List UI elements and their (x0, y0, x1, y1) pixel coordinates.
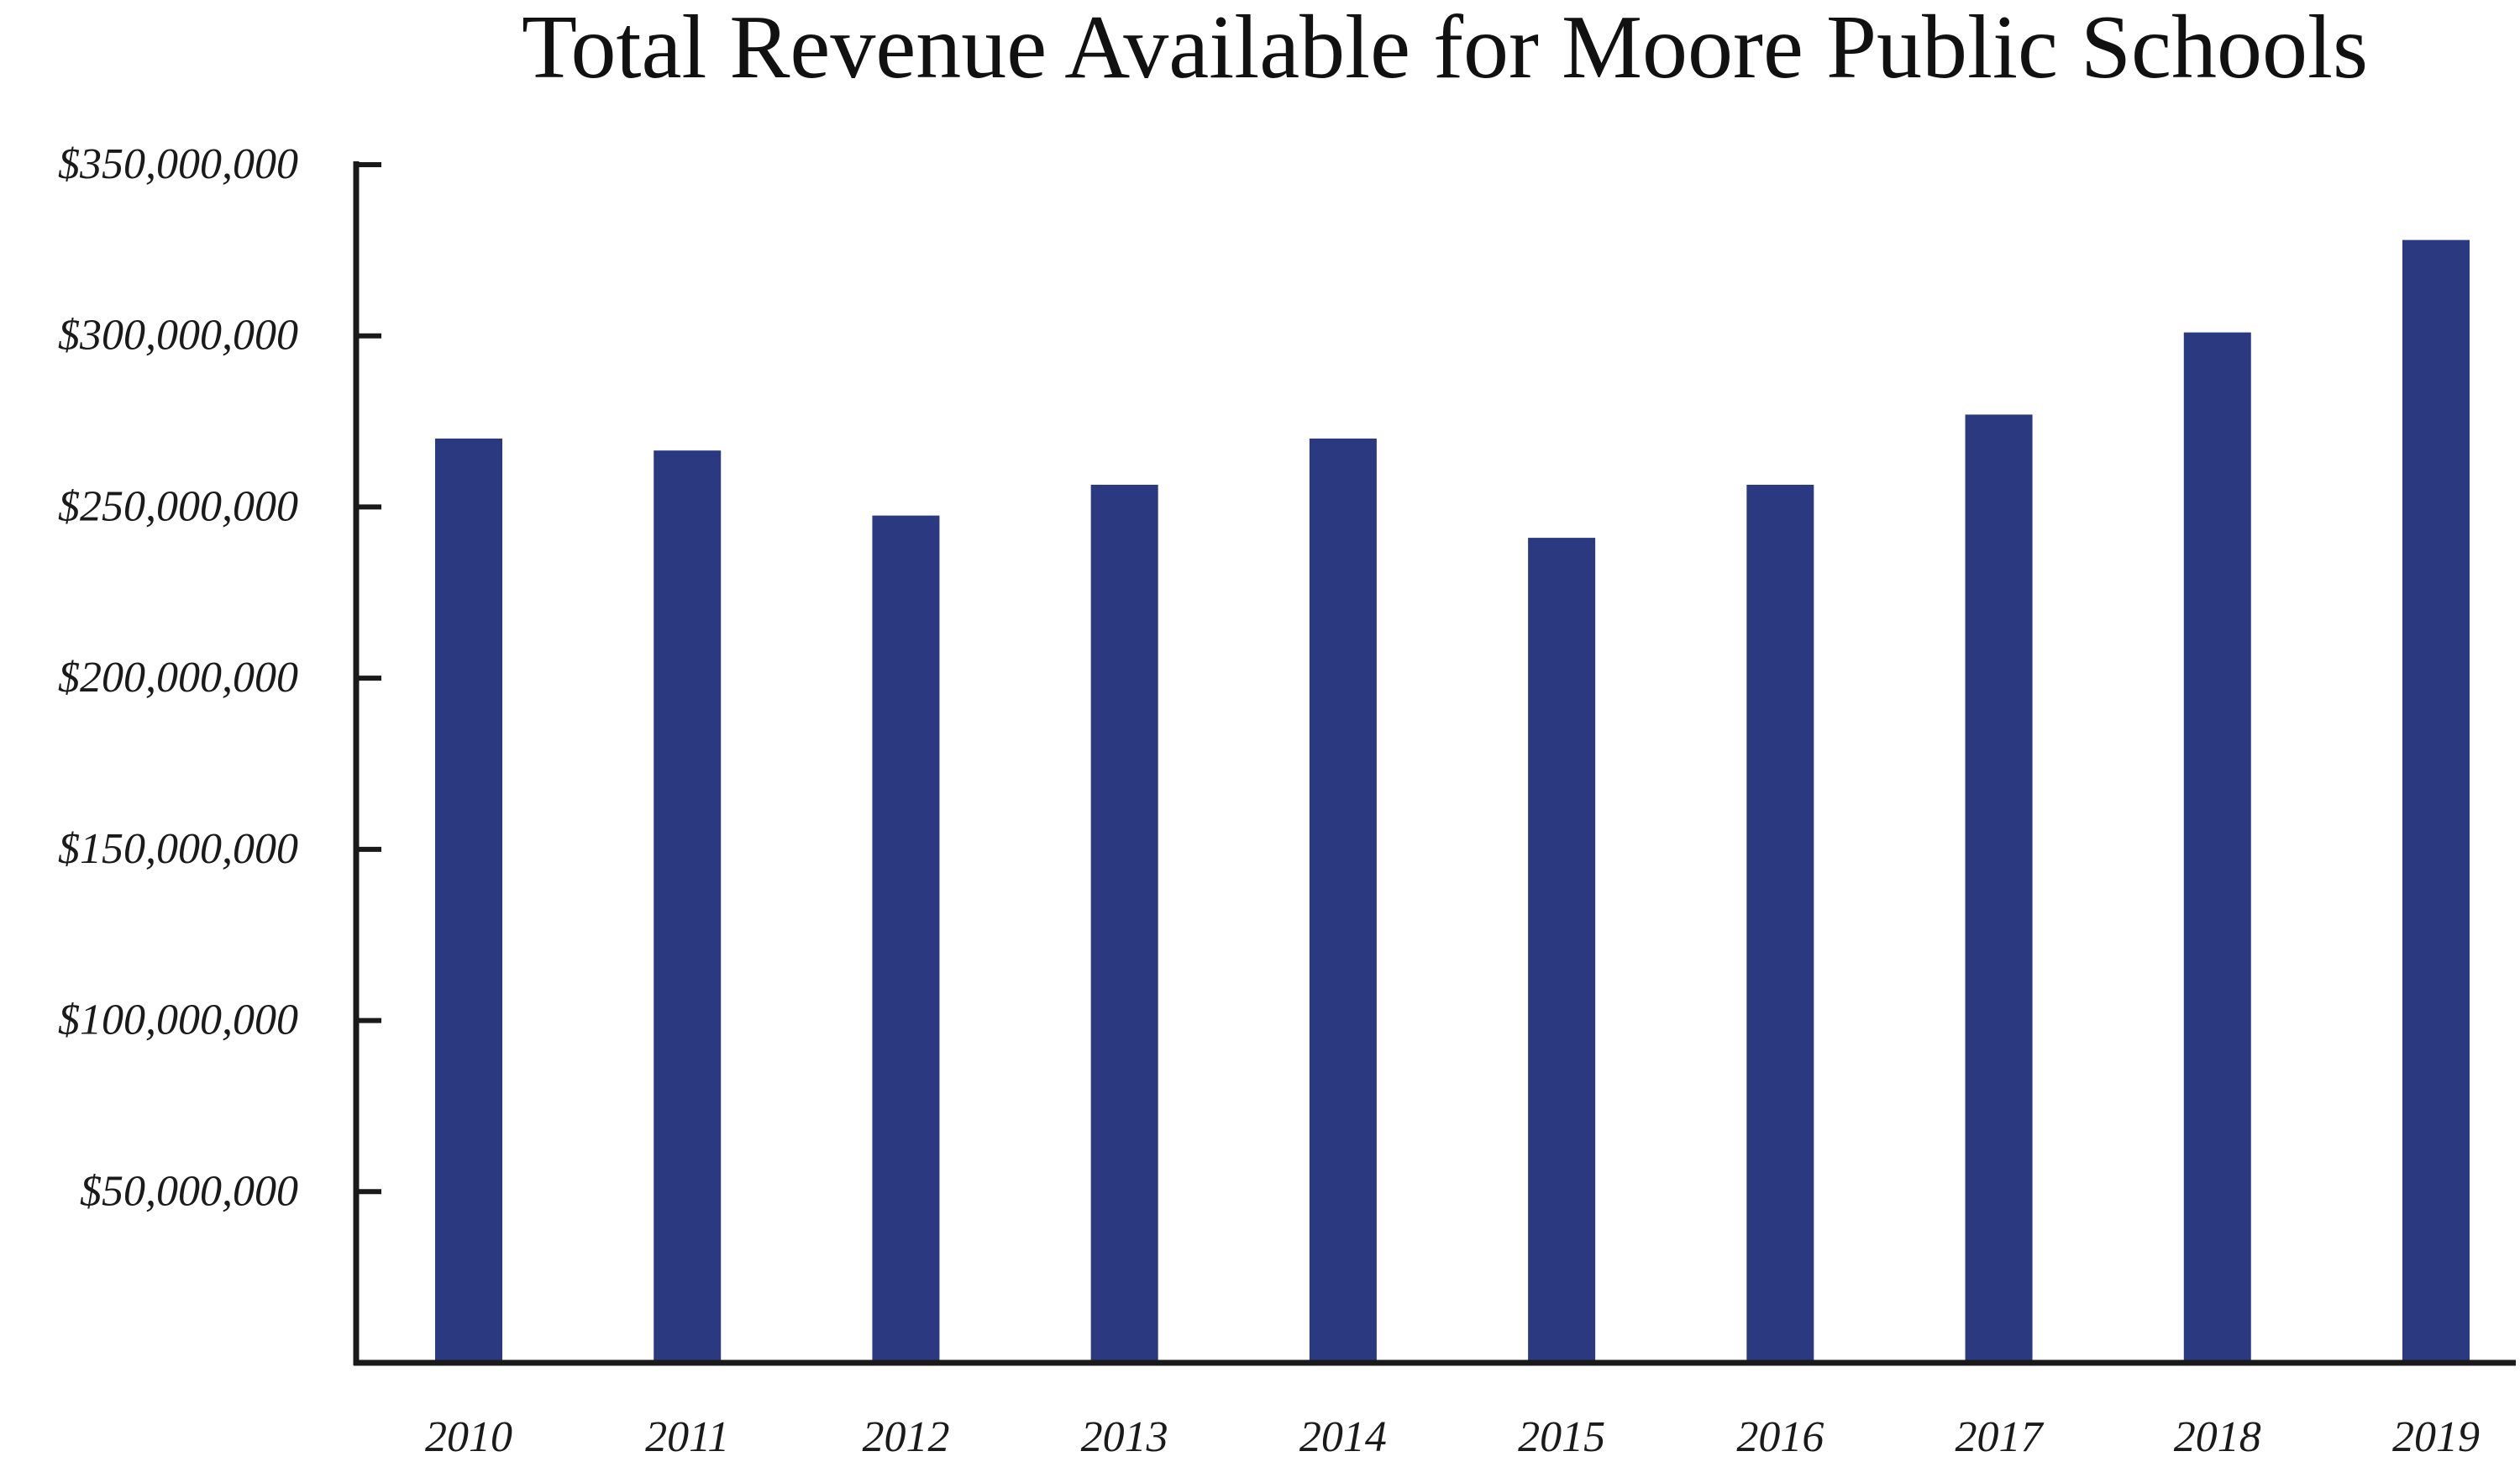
x-tick-label: 2011 (645, 1413, 729, 1461)
bar-2018 (2183, 332, 2251, 1363)
x-tick-label: 2012 (862, 1413, 949, 1461)
chart-title: Total Revenue Available for Moore Public… (522, 0, 2368, 97)
y-tick-label: $100,000,000 (58, 996, 298, 1044)
bar-2010 (435, 438, 502, 1363)
bar-2012 (872, 515, 940, 1363)
bar-2011 (654, 450, 722, 1363)
x-tick-label: 2016 (1736, 1413, 1824, 1461)
bar-2014 (1309, 438, 1377, 1363)
x-tick-label: 2019 (2392, 1413, 2480, 1461)
bar-2017 (1965, 414, 2033, 1363)
y-tick-label: $200,000,000 (58, 654, 298, 702)
bar-2013 (1090, 484, 1158, 1363)
y-tick-label: $350,000,000 (58, 140, 298, 188)
bar-2016 (1746, 484, 1814, 1363)
x-tick-label: 2015 (1518, 1413, 1605, 1461)
bar-2015 (1528, 538, 1596, 1363)
y-axis: $50,000,000 $100,000,000 $150,000,000 $200,… (58, 140, 381, 1365)
y-tick-label: $300,000,000 (58, 312, 298, 360)
bar-2019 (2402, 239, 2470, 1363)
x-tick-label: 2013 (1081, 1413, 1168, 1461)
x-tick-label: 2017 (1956, 1413, 2045, 1461)
y-tick-label: $250,000,000 (58, 482, 298, 530)
y-tick-label: $150,000,000 (58, 825, 298, 873)
y-tick-label: $50,000,000 (80, 1167, 298, 1215)
x-tick-label: 2010 (425, 1413, 512, 1461)
bars (435, 239, 2470, 1363)
x-tick-label: 2014 (1299, 1413, 1387, 1461)
x-axis: 2010 2011 2012 2013 2014 2015 2016 2017 2018 2019 (354, 1359, 2516, 1461)
x-tick-label: 2018 (2174, 1413, 2261, 1461)
